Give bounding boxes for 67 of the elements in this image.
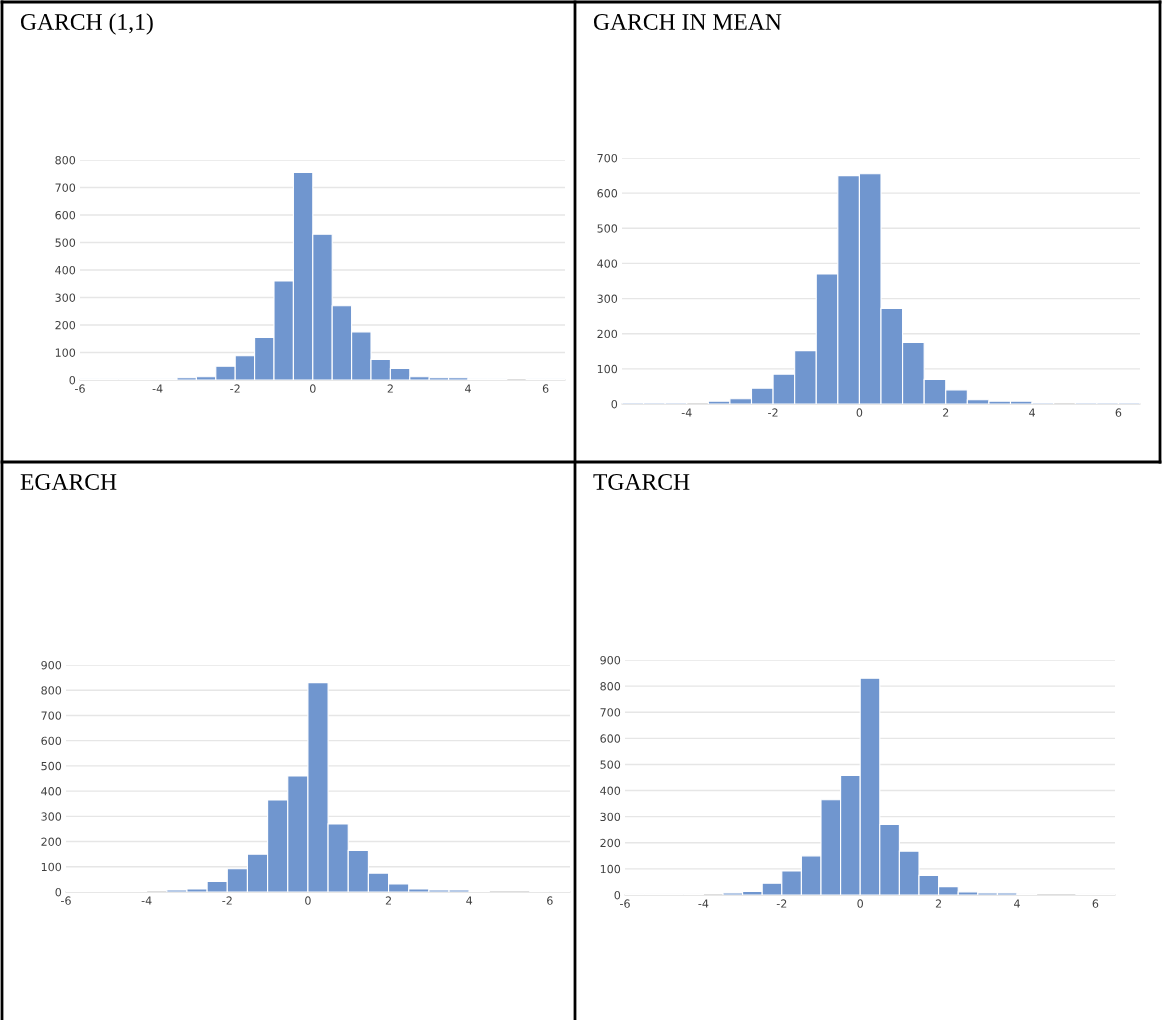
y-tick-label: 500 bbox=[55, 238, 76, 247]
y-tick-label: 100 bbox=[597, 364, 618, 374]
y-tick-label: 500 bbox=[600, 760, 621, 769]
y-tick-label: 600 bbox=[600, 734, 621, 743]
y-tick-label: 600 bbox=[41, 736, 62, 746]
x-tick-label: 2 bbox=[943, 408, 949, 417]
x-tick-label: 6 bbox=[547, 896, 553, 905]
chart-title: TGARCH bbox=[593, 474, 690, 490]
x-tick-label: 4 bbox=[1029, 408, 1035, 417]
y-tick-label: 200 bbox=[600, 838, 621, 848]
x-tick-label: -4 bbox=[681, 408, 692, 417]
y-tick-label: 700 bbox=[41, 711, 62, 720]
y-tick-label: 200 bbox=[41, 837, 62, 846]
x-tick-label: 4 bbox=[1014, 899, 1020, 908]
x-tick-label: 4 bbox=[465, 384, 471, 393]
x-tick-label: 6 bbox=[1092, 899, 1099, 908]
x-tick-label: -6 bbox=[61, 896, 71, 905]
y-tick-label: 700 bbox=[600, 708, 621, 717]
y-tick-label: 200 bbox=[55, 320, 76, 330]
chart-title: EGARCH bbox=[20, 474, 117, 490]
x-tick-label: 2 bbox=[385, 896, 391, 905]
y-tick-label: 400 bbox=[597, 259, 618, 268]
x-tick-label: -4 bbox=[152, 384, 163, 393]
y-tick-label: 600 bbox=[597, 189, 618, 198]
y-tick-label: 100 bbox=[41, 862, 62, 872]
x-tick-label: 6 bbox=[1115, 408, 1122, 417]
x-tick-label: -2 bbox=[768, 408, 778, 417]
chart-title: GARCH (1,1) bbox=[20, 13, 153, 35]
y-tick-label: 0 bbox=[611, 399, 618, 409]
x-tick-label: -4 bbox=[698, 899, 709, 908]
y-tick-label: 200 bbox=[597, 329, 618, 339]
x-tick-label: 2 bbox=[935, 899, 942, 908]
x-tick-label: -2 bbox=[230, 384, 240, 393]
x-tick-label: -2 bbox=[222, 896, 232, 905]
chart-title: GARCH IN MEAN bbox=[593, 14, 782, 30]
y-tick-label: 0 bbox=[69, 375, 76, 385]
x-tick-label: 0 bbox=[305, 896, 311, 905]
y-tick-label: 900 bbox=[600, 655, 621, 665]
y-tick-label: 600 bbox=[55, 210, 76, 220]
y-tick-label: 800 bbox=[55, 155, 76, 165]
y-tick-label: 300 bbox=[600, 812, 621, 822]
x-tick-label: -2 bbox=[776, 899, 787, 908]
y-tick-label: 800 bbox=[41, 686, 62, 695]
y-tick-label: 300 bbox=[597, 294, 618, 303]
y-tick-label: 300 bbox=[55, 293, 76, 302]
x-tick-label: 0 bbox=[857, 899, 863, 908]
y-tick-label: 0 bbox=[55, 887, 62, 897]
x-tick-label: 4 bbox=[466, 896, 473, 905]
y-tick-label: 400 bbox=[55, 265, 76, 275]
x-tick-label: -6 bbox=[75, 384, 85, 393]
y-tick-label: 100 bbox=[600, 864, 621, 874]
y-tick-label: 300 bbox=[41, 812, 62, 821]
x-tick-label: 0 bbox=[310, 384, 316, 393]
x-tick-label: 2 bbox=[387, 384, 393, 393]
y-tick-label: 500 bbox=[597, 224, 618, 233]
x-tick-label: 6 bbox=[542, 384, 549, 393]
x-tick-label: -4 bbox=[141, 896, 152, 905]
y-tick-label: 700 bbox=[597, 153, 618, 163]
y-tick-label: 500 bbox=[41, 761, 62, 771]
y-tick-label: 400 bbox=[600, 786, 621, 795]
y-tick-label: 900 bbox=[41, 660, 62, 670]
y-tick-label: 700 bbox=[55, 183, 76, 192]
y-tick-label: 800 bbox=[600, 682, 621, 691]
y-tick-label: 400 bbox=[41, 787, 62, 796]
y-tick-label: 100 bbox=[55, 348, 76, 357]
x-tick-label: 0 bbox=[856, 408, 863, 417]
x-tick-label: -6 bbox=[620, 899, 630, 908]
